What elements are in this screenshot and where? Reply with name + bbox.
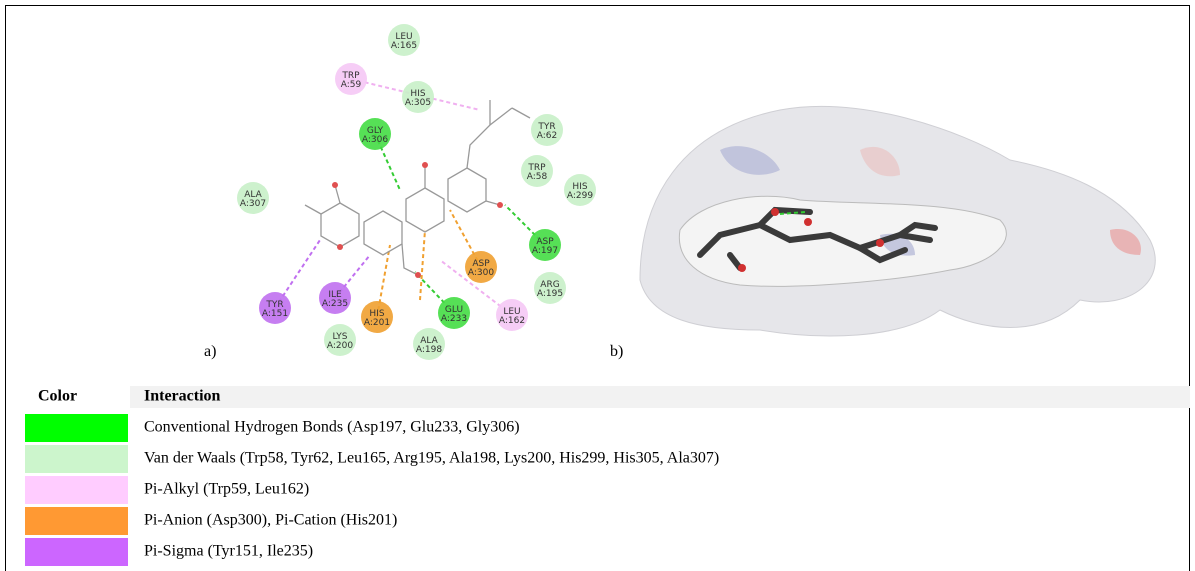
panel-label: a) bbox=[204, 343, 216, 360]
residue-chain: A:235 bbox=[322, 299, 348, 309]
residue-chain: A:62 bbox=[537, 131, 557, 141]
header-band bbox=[130, 386, 1190, 408]
residue-chain: A:233 bbox=[441, 314, 467, 324]
residue-chain: A:151 bbox=[262, 309, 288, 319]
residue-chain: A:197 bbox=[532, 246, 558, 256]
residue-chain: A:306 bbox=[362, 135, 388, 145]
residue-chain: A:299 bbox=[567, 191, 593, 201]
color-swatch bbox=[25, 414, 128, 442]
color-swatch bbox=[25, 507, 128, 535]
residue-chain: A:305 bbox=[405, 98, 431, 108]
residue-chain: A:300 bbox=[468, 268, 494, 278]
residue-chain: A:200 bbox=[327, 341, 353, 351]
residue-chain: A:162 bbox=[499, 316, 525, 326]
figure: LEUA:165 TRPA:59 HISA:305 TYRA:62 GLYA:306 TR… bbox=[0, 0, 1195, 571]
interaction-text: Pi-Sigma (Tyr151, Ile235) bbox=[144, 543, 313, 560]
residue-chain: A:59 bbox=[341, 80, 362, 90]
color-swatch bbox=[25, 445, 128, 473]
residue-chain: A:58 bbox=[527, 172, 548, 182]
panel-label: b) bbox=[610, 343, 623, 360]
residue-chain: A:195 bbox=[537, 289, 563, 299]
interaction-text: Conventional Hydrogen Bonds (Asp197, Glu… bbox=[144, 419, 520, 436]
residue-chain: A:165 bbox=[391, 41, 417, 51]
residue-chain: A:307 bbox=[240, 199, 266, 209]
interaction-text: Van der Waals (Trp58, Tyr62, Leu165, Arg… bbox=[144, 450, 719, 467]
residue-chain: A:198 bbox=[416, 345, 442, 355]
header-cell: Interaction bbox=[144, 388, 221, 405]
interactions bbox=[275, 79, 545, 317]
legend-table: Color Interaction Conventional Hydrogen Bo… bbox=[25, 388, 719, 566]
interaction-text: Pi-Alkyl (Trp59, Leu162) bbox=[144, 481, 309, 498]
interaction-text: Pi-Anion (Asp300), Pi-Cation (His201) bbox=[144, 512, 397, 529]
surface-view bbox=[640, 106, 1155, 336]
color-swatch bbox=[25, 476, 128, 504]
residue-chain: A:201 bbox=[364, 318, 390, 328]
color-swatch bbox=[25, 538, 128, 566]
header-cell: Color bbox=[38, 388, 77, 405]
